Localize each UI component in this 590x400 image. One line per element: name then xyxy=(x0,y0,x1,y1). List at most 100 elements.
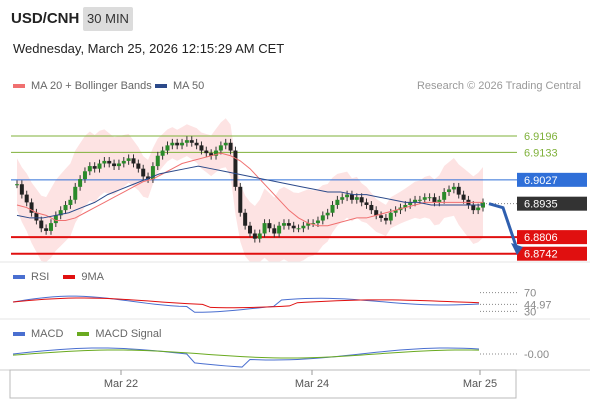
candle-body xyxy=(442,192,447,200)
candle-body xyxy=(15,184,19,186)
candle-body xyxy=(296,228,301,230)
candle-body xyxy=(248,225,252,234)
candle-body xyxy=(417,199,422,201)
candle-body xyxy=(184,140,189,143)
legend-macd: MACD MACD Signal xyxy=(13,328,161,340)
candle-body xyxy=(34,212,39,221)
rsi-ma-line xyxy=(12,297,480,309)
candle-body xyxy=(194,142,199,146)
legend-rsi: RSI 9MA xyxy=(13,271,104,283)
candle-body xyxy=(364,202,369,205)
level-label: 6.8935 xyxy=(524,199,558,211)
candle-body xyxy=(199,145,204,151)
forecast-arrow xyxy=(488,202,519,250)
header-bar: USD/CNH 30 MIN xyxy=(0,0,590,36)
candle-body xyxy=(39,220,44,229)
candle-body xyxy=(257,233,262,239)
candle-body xyxy=(160,150,165,156)
candle-body xyxy=(218,145,223,151)
x-tick-label: Mar 25 xyxy=(463,378,497,390)
candle-body xyxy=(447,189,452,193)
candle-body xyxy=(267,223,272,229)
candle-body xyxy=(170,142,175,146)
candle-body xyxy=(68,199,73,205)
x-tick-label: Mar 22 xyxy=(104,378,138,390)
macd-swatch xyxy=(13,332,25,336)
candle-body xyxy=(121,160,126,164)
candle-body xyxy=(432,197,437,203)
candle-body xyxy=(243,212,248,226)
candle-body xyxy=(87,166,92,172)
level-label: 6.8742 xyxy=(524,249,558,261)
legend-macd-label: MACD xyxy=(31,328,64,340)
macd-signal-swatch xyxy=(77,332,90,336)
rsi-line xyxy=(12,295,480,313)
candle-body xyxy=(388,212,393,221)
candle-body xyxy=(112,163,117,167)
candle-body xyxy=(437,199,442,203)
price-levels: 6.9196 6.9133 6.9027 6.8935 6.8806 6.8742 xyxy=(11,131,587,261)
credit-text: Research © 2026 Trading Central xyxy=(416,80,581,92)
rsi-level-label: 30 xyxy=(524,306,536,318)
rsi-level-label: 70 xyxy=(524,288,536,300)
candle-body xyxy=(78,179,83,187)
candle-body xyxy=(24,194,29,203)
candle-body xyxy=(291,225,296,229)
rsi-swatch xyxy=(13,275,25,279)
candle-body xyxy=(359,197,364,203)
candle-body xyxy=(476,207,481,211)
candle-body xyxy=(315,220,320,224)
candle-body xyxy=(286,223,291,226)
candle-body xyxy=(330,204,335,213)
candle-body xyxy=(427,197,432,199)
macd-signal-line xyxy=(12,349,480,359)
candle-body xyxy=(155,155,160,167)
candle-body xyxy=(146,176,151,180)
candle-body xyxy=(73,186,78,200)
x-tick-label: Mar 24 xyxy=(295,378,329,390)
candle-body xyxy=(29,202,34,213)
legend-ma20-label: MA 20 + Bollinger Bands xyxy=(31,80,152,92)
legend-ma20: MA 20 + Bollinger Bands xyxy=(13,80,152,92)
candle-body xyxy=(165,145,170,151)
moving-averages xyxy=(16,152,523,256)
candle-body xyxy=(422,197,427,200)
candle-body xyxy=(136,163,141,169)
timestamp: Wednesday, March 25, 2026 12:15:29 AM CE… xyxy=(13,41,285,56)
candle-body xyxy=(53,215,58,224)
legend-macd-signal-label: MACD Signal xyxy=(95,328,162,340)
candle-body xyxy=(393,210,398,213)
level-badge xyxy=(517,172,587,187)
rsi-level-label: 44.97 xyxy=(524,299,552,311)
candle-body xyxy=(214,150,219,156)
candle-body xyxy=(277,225,282,234)
candle-body xyxy=(349,194,354,200)
level-label: 6.9196 xyxy=(524,131,558,143)
candle-body xyxy=(102,160,107,164)
ma20-line xyxy=(16,152,483,227)
rsi-ma-swatch xyxy=(63,275,76,279)
level-badge xyxy=(517,196,587,211)
candle-body xyxy=(383,217,388,221)
candle-body xyxy=(335,199,340,205)
candle-body xyxy=(209,153,214,156)
candle-body xyxy=(228,142,233,151)
candle-body xyxy=(44,228,49,231)
level-badge xyxy=(517,230,587,245)
candle-body xyxy=(311,223,316,225)
candle-body xyxy=(471,204,476,211)
time-axis-frame xyxy=(9,369,517,399)
candle-body xyxy=(306,223,311,226)
legend-rsi-label: RSI xyxy=(31,271,50,283)
macd-level-label: -0.00 xyxy=(524,349,549,361)
candle-body xyxy=(97,163,102,169)
candle-body xyxy=(63,204,68,211)
candle-body xyxy=(233,150,238,187)
timeframe-button[interactable]: 30 MIN xyxy=(83,7,133,31)
candle-body xyxy=(180,142,185,146)
candle-body xyxy=(262,223,267,234)
forecast-arrowhead xyxy=(511,243,523,256)
candle-body xyxy=(379,215,384,218)
